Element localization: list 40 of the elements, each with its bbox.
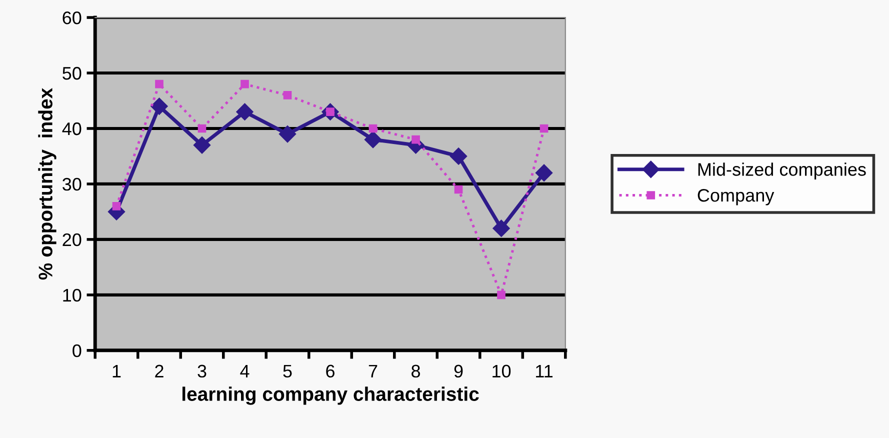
point xyxy=(283,91,292,100)
x-tick-label: 8 xyxy=(412,364,420,378)
point xyxy=(155,80,164,88)
x-tick-label: 5 xyxy=(283,364,292,378)
x-tick-label: 2 xyxy=(155,364,164,378)
point xyxy=(236,103,254,120)
point xyxy=(278,125,296,143)
x-tick-label: 11 xyxy=(536,364,553,378)
point xyxy=(364,131,382,148)
point xyxy=(412,135,420,144)
point xyxy=(193,136,211,154)
point xyxy=(240,80,249,88)
legend-label: Mid-sized companies xyxy=(698,162,866,180)
y-tick-label: 50 xyxy=(62,66,82,80)
point xyxy=(535,164,553,182)
point xyxy=(497,290,506,300)
point xyxy=(198,124,206,133)
legend-label: Company xyxy=(698,188,774,206)
y-tick-label: 30 xyxy=(62,178,82,191)
point xyxy=(540,124,548,133)
point xyxy=(450,148,468,165)
x-axis-title: learning company characteristic xyxy=(182,386,479,405)
x-tick-label: 4 xyxy=(240,364,250,378)
x-tick-label: 9 xyxy=(454,364,463,378)
point xyxy=(454,185,463,194)
x-tick-label: 6 xyxy=(326,364,334,378)
point xyxy=(150,98,168,115)
x-tick-label: 7 xyxy=(368,364,378,378)
y-axis-title: % opportunity index xyxy=(38,88,56,280)
y-tick-label: 40 xyxy=(62,122,82,136)
y-tick-label: 20 xyxy=(62,233,82,246)
y-tick-label: 0 xyxy=(72,344,82,358)
point xyxy=(112,202,121,210)
y-tick-label: 10 xyxy=(63,288,82,302)
point xyxy=(368,124,378,133)
y-tick-label: 60 xyxy=(62,11,82,24)
point xyxy=(492,220,510,237)
x-tick-label: 10 xyxy=(492,364,511,378)
x-tick-label: 3 xyxy=(198,364,206,378)
x-tick-label: 1 xyxy=(112,364,121,378)
